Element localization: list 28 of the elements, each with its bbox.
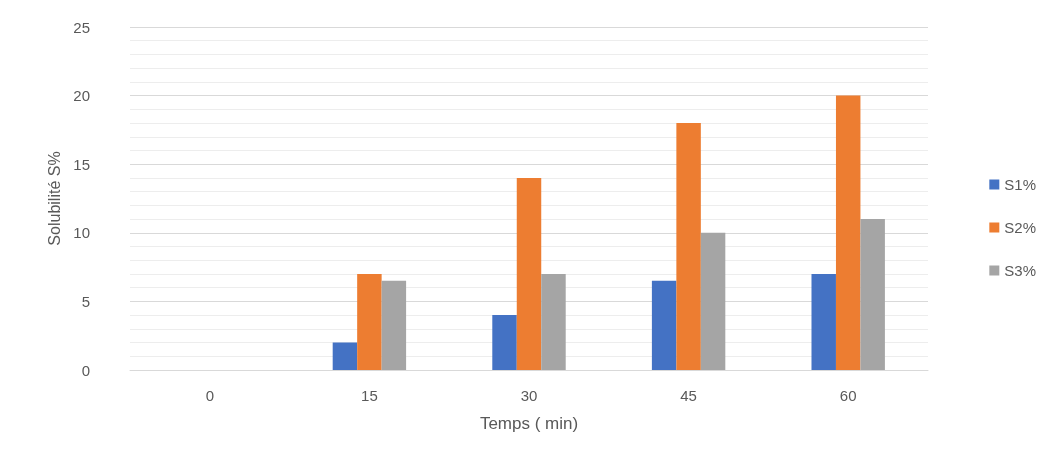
bar bbox=[332, 342, 358, 370]
bar bbox=[651, 280, 677, 370]
x-tick-label: 60 bbox=[839, 387, 857, 404]
y-tick-label: 0 bbox=[81, 361, 90, 379]
y-tick-label: 5 bbox=[81, 292, 90, 310]
bar bbox=[381, 280, 407, 370]
legend-label: S1% bbox=[1004, 176, 1036, 193]
x-tick-label: 0 bbox=[205, 387, 214, 404]
legend-label: S3% bbox=[1004, 262, 1036, 279]
legend-label: S2% bbox=[1004, 219, 1036, 236]
bar bbox=[357, 273, 382, 370]
bar bbox=[860, 219, 885, 370]
y-tick-label: 25 bbox=[73, 18, 90, 36]
y-tick-label: 15 bbox=[73, 155, 90, 173]
bar bbox=[676, 123, 701, 370]
bar bbox=[700, 232, 726, 370]
bar bbox=[835, 95, 861, 370]
y-axis-title: Solubilité S% bbox=[45, 151, 63, 246]
bar bbox=[516, 177, 542, 370]
x-axis-title: Temps ( min) bbox=[479, 414, 579, 433]
y-tick-label: 10 bbox=[73, 224, 90, 242]
x-tick-label: 45 bbox=[680, 387, 697, 404]
bar bbox=[492, 315, 517, 370]
y-tick-label: 20 bbox=[73, 87, 90, 105]
x-tick-label: 30 bbox=[520, 387, 538, 404]
x-tick-label: 15 bbox=[361, 387, 378, 404]
bar bbox=[541, 273, 566, 370]
bar bbox=[811, 273, 836, 370]
